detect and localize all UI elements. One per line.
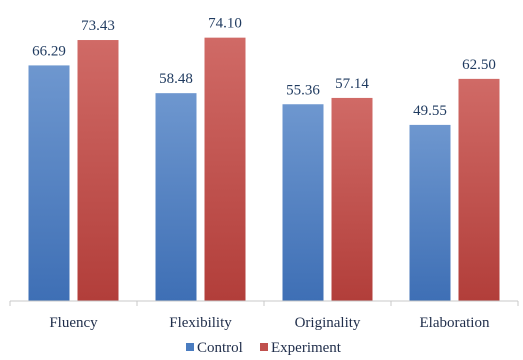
data-label-control-fluency: 66.29 [32, 43, 66, 59]
data-label-experiment-elaboration: 62.50 [462, 57, 496, 73]
bar-experiment-flexibility [204, 37, 246, 301]
data-label-control-originality: 55.36 [286, 82, 320, 98]
legend-label-control: Control [197, 340, 243, 356]
x-axis-tick-labels: Fluency Flexibility Originality Elaboration [49, 315, 490, 331]
bar-control-flexibility [155, 93, 197, 301]
bar-experiment-elaboration [458, 78, 500, 301]
x-axis-ticks [9, 301, 519, 306]
category-label-flexibility: Flexibility [169, 315, 232, 331]
data-label-experiment-fluency: 73.43 [81, 18, 115, 34]
data-label-control-elaboration: 49.55 [413, 103, 447, 119]
bar-control-elaboration [409, 124, 451, 301]
bar-experiment-originality [331, 97, 373, 301]
data-label-experiment-originality: 57.14 [335, 76, 369, 92]
data-label-control-flexibility: 58.48 [159, 71, 193, 87]
legend: Control Experiment [186, 340, 342, 356]
legend-label-experiment: Experiment [271, 340, 342, 356]
data-labels-group: 66.29 73.43 58.48 74.10 55.36 57.14 49.55 62.50 [32, 16, 496, 119]
category-label-elaboration: Elaboration [420, 315, 490, 331]
bars-group [28, 37, 500, 302]
data-label-experiment-flexibility: 74.10 [208, 16, 242, 32]
legend-swatch-experiment [260, 343, 268, 351]
legend-swatch-control [186, 343, 194, 351]
bar-control-fluency [28, 65, 70, 302]
category-label-originality: Originality [295, 315, 361, 331]
bar-control-originality [282, 104, 324, 301]
category-label-fluency: Fluency [49, 315, 98, 331]
bar-experiment-fluency [77, 40, 119, 302]
